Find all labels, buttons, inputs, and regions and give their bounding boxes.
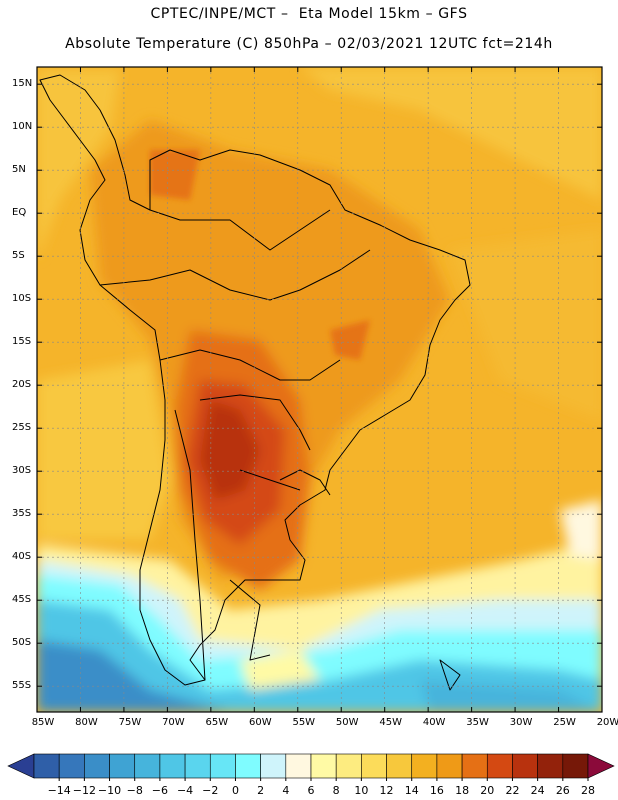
colorbar-label: −10: [97, 784, 122, 797]
lat-label: 20S: [12, 379, 32, 391]
lat-label: 10S: [12, 293, 32, 305]
colorbar-swatch: [33, 753, 60, 779]
lon-label: 50W: [335, 717, 359, 728]
lon-label: 25W: [553, 717, 576, 728]
colorbar-swatch: [310, 753, 337, 779]
colorbar-label: 8: [332, 784, 340, 797]
colorbar-swatch: [562, 753, 589, 779]
colorbar-swatch: [84, 753, 110, 779]
colorbar-swatch: [436, 753, 463, 779]
colorbar-swatch: [386, 753, 413, 779]
lon-label: 85W: [31, 717, 55, 728]
colorbar-swatch: [209, 753, 236, 779]
temperature-field: [37, 67, 602, 712]
colorbar-swatch: [411, 753, 438, 779]
colorbar-swatch: [260, 753, 287, 779]
colorbar-label: 6: [307, 784, 315, 797]
colorbar-swatch: [235, 753, 261, 779]
coastlines: [39, 74, 471, 691]
lon-label: 55W: [292, 717, 316, 728]
colorbar-swatch: [335, 753, 362, 779]
colorbar-swatch: [109, 753, 136, 779]
lat-label: 15S: [12, 336, 32, 348]
colorbar-label: 28: [581, 784, 595, 797]
lat-label: 5S: [12, 250, 25, 262]
lat-label: 15N: [12, 78, 33, 90]
lon-label: 35W: [466, 717, 489, 728]
axis-ticks: [36, 67, 603, 712]
lon-label: 60W: [248, 717, 272, 728]
lat-label: EQ: [12, 207, 27, 219]
lat-label: 35S: [12, 508, 32, 520]
lat-label: 10N: [12, 121, 33, 133]
lat-label: 50S: [12, 637, 32, 649]
lat-label: 45S: [12, 594, 32, 606]
colorbar-label: −14: [47, 784, 71, 797]
colorbar-swatch: [537, 753, 564, 779]
colorbar-label: 0: [231, 784, 239, 797]
lon-label: 80W: [75, 717, 98, 728]
colorbar-swatch: [461, 753, 488, 779]
lon-label: 75W: [118, 717, 142, 728]
chart-title-line-2: Absolute Temperature (C) 850hPa – 02/03/…: [65, 36, 553, 52]
colorbar-swatch: [512, 753, 538, 779]
colorbar-label: 26: [555, 784, 570, 797]
map-frame: [36, 66, 603, 713]
colorbar-label: 14: [404, 784, 419, 797]
lat-label: 55S: [12, 680, 32, 692]
colorbar-swatch: [134, 753, 161, 779]
lat-label: 40S: [12, 551, 32, 563]
colorbar-swatch: [58, 753, 85, 779]
grid-lines: [37, 67, 602, 712]
colorbar-label: −6: [151, 784, 169, 797]
colorbar-max-triangle: [587, 753, 615, 779]
lon-label: 20W: [596, 717, 618, 728]
lat-label: 5N: [12, 164, 26, 176]
colorbar-label: 4: [282, 784, 290, 797]
lon-label: 45W: [379, 717, 402, 728]
colorbar-label: 16: [429, 784, 444, 797]
colorbar-label: −2: [202, 784, 219, 797]
lon-label: 65W: [205, 717, 229, 728]
colorbar-label: 18: [455, 784, 470, 797]
colorbar-label: 2: [257, 784, 265, 797]
colorbar-label: −4: [176, 784, 194, 797]
colorbar-label: −12: [72, 784, 96, 797]
lon-label: 70W: [162, 717, 185, 728]
colorbar-label: −8: [126, 784, 143, 797]
colorbar-swatch: [486, 753, 513, 779]
lat-label: 30S: [12, 465, 32, 477]
colorbar-label: 24: [530, 784, 545, 797]
colorbar-swatch: [184, 753, 211, 779]
colorbar-swatch: [285, 753, 312, 779]
lon-label: 30W: [509, 717, 533, 728]
colorbar-label: 20: [480, 784, 495, 797]
chart-title-line-1: CPTEC/INPE/MCT – Eta Model 15km – GFS: [150, 6, 468, 22]
lat-label: 25S: [12, 422, 32, 434]
colorbar-swatch: [159, 753, 186, 779]
colorbar-label: 22: [505, 784, 520, 797]
colorbar-min-triangle: [7, 753, 35, 779]
colorbar-swatch: [361, 753, 387, 779]
colorbar: [7, 753, 615, 781]
colorbar-label: 10: [354, 784, 369, 797]
lon-label: 40W: [422, 717, 446, 728]
colorbar-label: 12: [379, 784, 394, 797]
